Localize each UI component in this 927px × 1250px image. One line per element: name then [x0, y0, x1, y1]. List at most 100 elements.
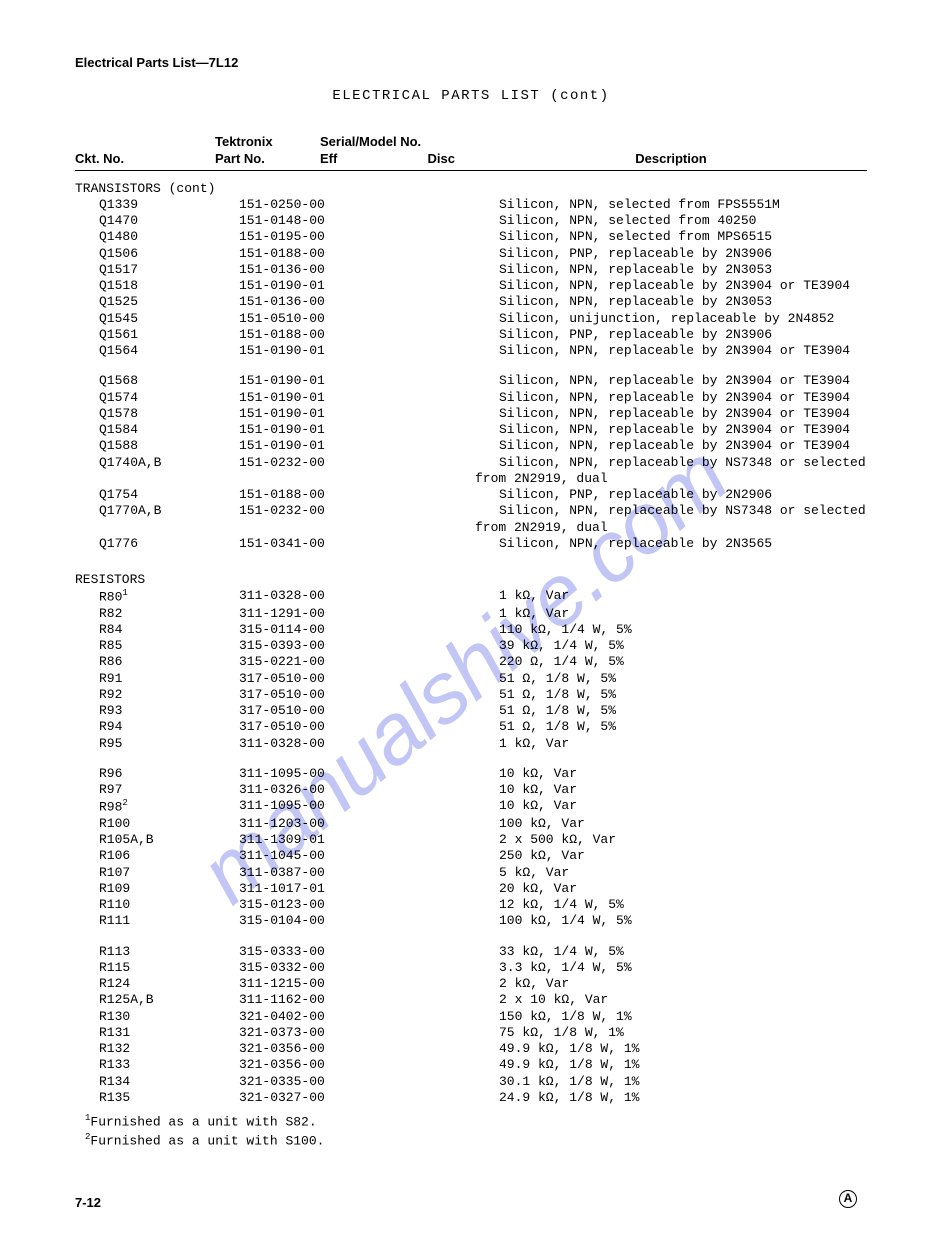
description: 39 kΩ, 1/4 W, 5% — [499, 638, 867, 654]
part-no: 151-0232-00 — [239, 455, 344, 471]
serial-no — [344, 606, 499, 622]
part-no: 317-0510-00 — [239, 671, 344, 687]
ckt-no: Q1740A,B — [75, 455, 239, 471]
description: Silicon, NPN, replaceable by 2N3904 or T… — [499, 406, 867, 422]
col-desc: Description — [475, 134, 867, 168]
ckt-no: Q1578 — [75, 406, 239, 422]
footnote: 2Furnished as a unit with S100. — [85, 1131, 867, 1150]
serial-no — [344, 671, 499, 687]
part-no: 151-0188-00 — [239, 327, 344, 343]
part-no: 315-0332-00 — [239, 960, 344, 976]
ckt-no: Q1770A,B — [75, 503, 239, 519]
serial-no — [344, 406, 499, 422]
table-row: R84315-0114-00110 kΩ, 1/4 W, 5% — [75, 622, 867, 638]
serial-no — [344, 311, 499, 327]
serial-no — [344, 1090, 499, 1106]
description: 220 Ω, 1/4 W, 5% — [499, 654, 867, 670]
table-row: R100311-1203-00100 kΩ, Var — [75, 816, 867, 832]
part-no: 321-0335-00 — [239, 1074, 344, 1090]
ckt-no: R91 — [75, 671, 239, 687]
ckt-no: R115 — [75, 960, 239, 976]
ckt-no: R113 — [75, 944, 239, 960]
ckt-no: Q1584 — [75, 422, 239, 438]
serial-no — [344, 960, 499, 976]
table-row: Q1545151-0510-00Silicon, unijunction, re… — [75, 311, 867, 327]
serial-no — [344, 1057, 499, 1073]
ckt-no: Q1518 — [75, 278, 239, 294]
table-row: Q1588151-0190-01Silicon, NPN, replaceabl… — [75, 438, 867, 454]
description: 1 kΩ, Var — [499, 736, 867, 752]
table-row: R82311-1291-001 kΩ, Var — [75, 606, 867, 622]
part-no: 151-0190-01 — [239, 373, 344, 389]
footnotes: 1Furnished as a unit with S82.2Furnished… — [75, 1112, 867, 1150]
ckt-no: R134 — [75, 1074, 239, 1090]
serial-no — [344, 294, 499, 310]
ckt-no: R82 — [75, 606, 239, 622]
part-no: 311-1215-00 — [239, 976, 344, 992]
description: Silicon, NPN, replaceable by 2N3565 — [499, 536, 867, 552]
description: 20 kΩ, Var — [499, 881, 867, 897]
serial-no — [344, 503, 499, 519]
serial-no — [344, 278, 499, 294]
serial-no — [344, 1074, 499, 1090]
ckt-no: R96 — [75, 766, 239, 782]
table-row: R92317-0510-0051 Ω, 1/8 W, 5% — [75, 687, 867, 703]
ckt-no: R93 — [75, 703, 239, 719]
ckt-no: R132 — [75, 1041, 239, 1057]
description: 10 kΩ, Var — [499, 766, 867, 782]
table-row: Q1578151-0190-01Silicon, NPN, replaceabl… — [75, 406, 867, 422]
table-row: R135321-0327-0024.9 kΩ, 1/8 W, 1% — [75, 1090, 867, 1106]
ckt-no: Q1339 — [75, 197, 239, 213]
description: 49.9 kΩ, 1/8 W, 1% — [499, 1057, 867, 1073]
ckt-no: R84 — [75, 622, 239, 638]
footnote: 1Furnished as a unit with S82. — [85, 1112, 867, 1131]
part-no: 321-0373-00 — [239, 1025, 344, 1041]
part-no: 321-0356-00 — [239, 1041, 344, 1057]
part-no: 151-0188-00 — [239, 246, 344, 262]
table-row: R113315-0333-0033 kΩ, 1/4 W, 5% — [75, 944, 867, 960]
page-title: ELECTRICAL PARTS LIST (cont) — [75, 88, 867, 104]
part-no: 311-1095-00 — [239, 798, 344, 816]
table-row: R131321-0373-0075 kΩ, 1/8 W, 1% — [75, 1025, 867, 1041]
description: 1 kΩ, Var — [499, 606, 867, 622]
description: 100 kΩ, Var — [499, 816, 867, 832]
table-row: Q1584151-0190-01Silicon, NPN, replaceabl… — [75, 422, 867, 438]
ckt-no: R107 — [75, 865, 239, 881]
table-row: R95311-0328-001 kΩ, Var — [75, 736, 867, 752]
table-row: R109311-1017-0120 kΩ, Var — [75, 881, 867, 897]
ckt-no: Q1574 — [75, 390, 239, 406]
serial-no — [344, 976, 499, 992]
description: 33 kΩ, 1/4 W, 5% — [499, 944, 867, 960]
description: Silicon, NPN, replaceable by 2N3904 or T… — [499, 438, 867, 454]
part-no: 151-0341-00 — [239, 536, 344, 552]
table-row: R124311-1215-002 kΩ, Var — [75, 976, 867, 992]
part-no: 321-0327-00 — [239, 1090, 344, 1106]
table-row: R111315-0104-00100 kΩ, 1/4 W, 5% — [75, 913, 867, 929]
serial-no — [344, 798, 499, 816]
ckt-no: Q1568 — [75, 373, 239, 389]
table-row: R96311-1095-0010 kΩ, Var — [75, 766, 867, 782]
table-row: R110315-0123-0012 kΩ, 1/4 W, 5% — [75, 897, 867, 913]
ckt-no: Q1588 — [75, 438, 239, 454]
table-row: R133321-0356-0049.9 kΩ, 1/8 W, 1% — [75, 1057, 867, 1073]
description: 2 x 10 kΩ, Var — [499, 992, 867, 1008]
table-row: Q1776151-0341-00Silicon, NPN, replaceabl… — [75, 536, 867, 552]
description: 3.3 kΩ, 1/4 W, 5% — [499, 960, 867, 976]
table-row: R125A,B311-1162-002 x 10 kΩ, Var — [75, 992, 867, 1008]
col-ckt: Ckt. No. — [75, 134, 215, 168]
description: Silicon, NPN, replaceable by 2N3904 or T… — [499, 343, 867, 359]
serial-no — [344, 197, 499, 213]
part-no: 311-1309-01 — [239, 832, 344, 848]
serial-no — [344, 622, 499, 638]
ckt-no: R92 — [75, 687, 239, 703]
part-no: 315-0393-00 — [239, 638, 344, 654]
serial-no — [344, 638, 499, 654]
description: Silicon, NPN, replaceable by 2N3053 — [499, 294, 867, 310]
header-label: Electrical Parts List—7L12 — [75, 55, 867, 70]
table-row: R91317-0510-0051 Ω, 1/8 W, 5% — [75, 671, 867, 687]
description: 10 kΩ, Var — [499, 798, 867, 816]
serial-no — [344, 229, 499, 245]
table-row: R132321-0356-0049.9 kΩ, 1/8 W, 1% — [75, 1041, 867, 1057]
description: Silicon, NPN, replaceable by NS7348 or s… — [499, 455, 867, 471]
table-row: Q1574151-0190-01Silicon, NPN, replaceabl… — [75, 390, 867, 406]
